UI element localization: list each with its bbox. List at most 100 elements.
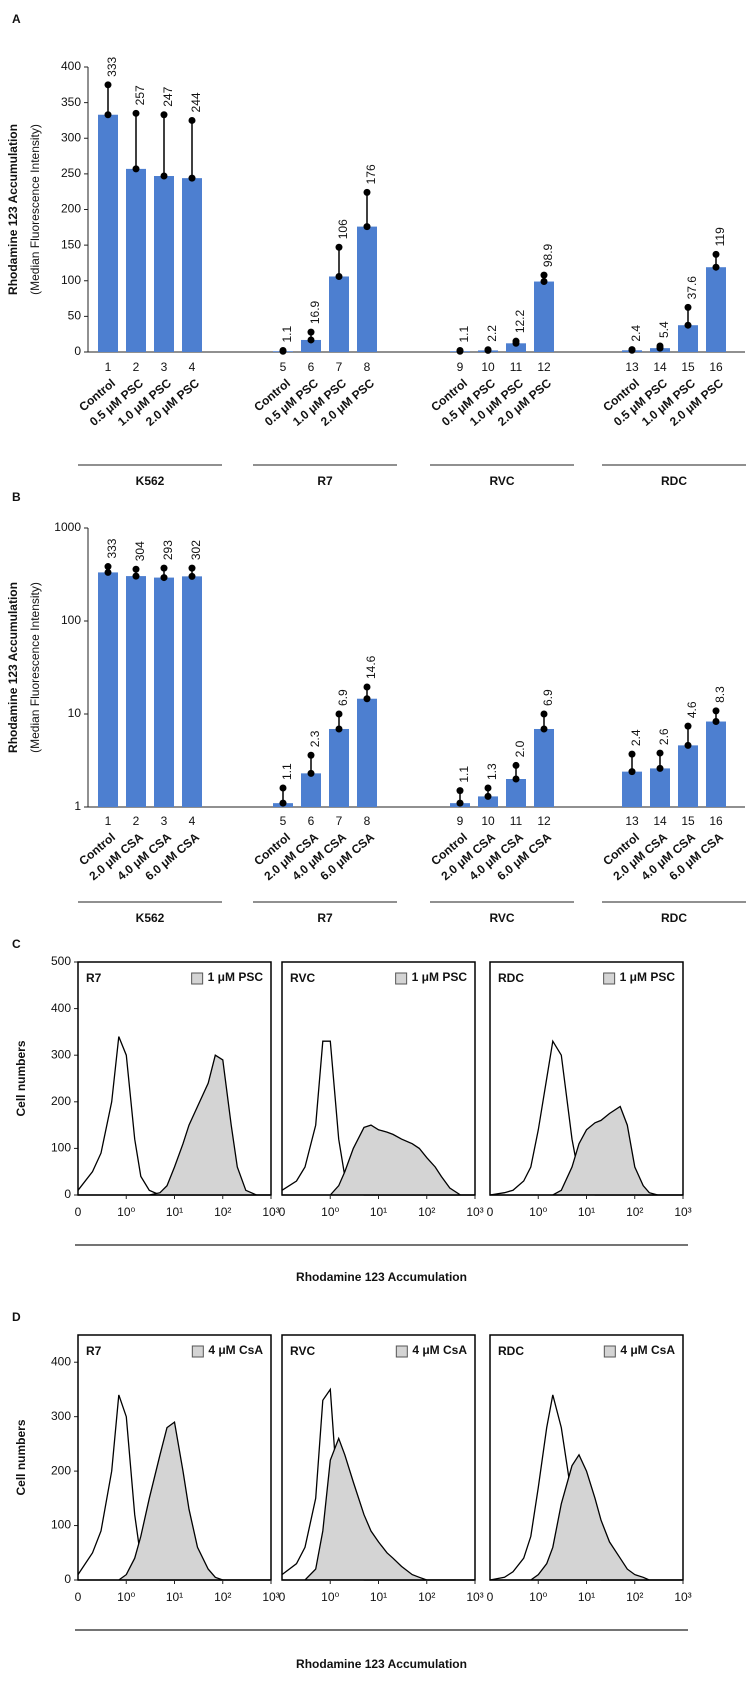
- error-dot: [104, 563, 112, 571]
- error-dot: [363, 223, 371, 231]
- x-tick-label: 10⁰: [529, 1205, 547, 1219]
- lane-number: 2: [133, 814, 140, 828]
- error-dot: [160, 172, 168, 180]
- x-tick-label: 10⁰: [321, 1205, 339, 1219]
- lane-number: 5: [280, 814, 287, 828]
- y-tick-label: 1000: [54, 520, 81, 534]
- group-label: RVC: [489, 474, 514, 488]
- bar: [98, 114, 118, 352]
- x-tick-label: 10²: [418, 1205, 435, 1219]
- bar: [154, 577, 174, 807]
- x-tick-label: 10⁰: [529, 1590, 547, 1604]
- value-label: 1.1: [280, 325, 294, 342]
- x-tick-label: 10⁰: [117, 1590, 135, 1604]
- value-label: 293: [161, 540, 175, 560]
- value-label: 176: [364, 164, 378, 184]
- lane-number: 11: [510, 360, 523, 374]
- group-label: RDC: [661, 911, 687, 925]
- lane-number: 10: [481, 814, 495, 828]
- plot-frame: [77, 961, 272, 1196]
- error-dot: [484, 784, 492, 792]
- error-dot: [456, 787, 464, 795]
- lane-number: 6: [308, 360, 315, 374]
- error-dot: [188, 116, 196, 124]
- group-label: R7: [317, 474, 333, 488]
- error-dot: [484, 346, 492, 354]
- error-dot: [104, 81, 112, 89]
- error-dot: [335, 243, 343, 251]
- legend-label: 4 μM CsA: [412, 1343, 467, 1357]
- y-tick-label: 1: [74, 799, 81, 813]
- legend-label: 1 μM PSC: [412, 970, 468, 984]
- lane-number: 8: [364, 360, 371, 374]
- value-label: 1.1: [280, 763, 294, 780]
- error-dot: [456, 347, 464, 355]
- error-dot: [540, 710, 548, 718]
- lane-number: 4: [189, 814, 196, 828]
- value-label: 247: [161, 86, 175, 106]
- group-label: K562: [136, 911, 165, 925]
- x-axis-label: Rhodamine 123 Accumulation: [296, 1270, 467, 1284]
- lane-number: 9: [457, 360, 464, 374]
- x-tick-label: 10⁰: [117, 1205, 135, 1219]
- lane-number: 9: [457, 814, 464, 828]
- x-tick-label: 10¹: [166, 1590, 183, 1604]
- error-dot: [335, 710, 343, 718]
- y-tick-label: 200: [51, 1463, 71, 1477]
- y-axis-sublabel: (Median Fluorescence Intensity): [28, 124, 42, 295]
- lane-number: 13: [625, 814, 639, 828]
- y-axis-label: Rhodamine 123 Accumulation: [6, 124, 20, 295]
- value-label: 12.2: [513, 309, 527, 333]
- legend-swatch: [395, 972, 408, 985]
- bar: [154, 176, 174, 352]
- error-dot: [160, 574, 168, 582]
- error-dot: [712, 250, 720, 258]
- group-label: RVC: [489, 911, 514, 925]
- x-tick-label: 10³: [262, 1590, 279, 1604]
- error-dot: [540, 725, 548, 733]
- error-dot: [307, 328, 315, 336]
- error-dot: [279, 347, 287, 355]
- y-axis-sublabel: (Median Fluorescence Intensity): [28, 582, 42, 753]
- histogram-filled: [490, 1453, 683, 1581]
- lane-number: 3: [161, 360, 168, 374]
- value-label: 333: [105, 56, 119, 76]
- bar: [182, 178, 202, 352]
- legend-swatch: [603, 1345, 616, 1358]
- bar: [357, 698, 377, 807]
- x-tick-label: 10²: [418, 1590, 435, 1604]
- error-dot: [279, 784, 287, 792]
- error-dot: [188, 564, 196, 572]
- y-tick-label: 0: [74, 344, 81, 358]
- bar: [329, 276, 349, 352]
- error-dot: [279, 799, 287, 807]
- panel-letter: C: [12, 937, 21, 951]
- legend-label: 1 μM PSC: [208, 970, 264, 984]
- legend-swatch: [603, 972, 616, 985]
- y-axis-label: Cell numbers: [14, 1419, 28, 1495]
- value-label: 14.6: [364, 655, 378, 679]
- y-tick-label: 400: [51, 1001, 71, 1015]
- error-dot: [456, 799, 464, 807]
- error-dot: [684, 722, 692, 730]
- x-tick-label: 10³: [466, 1590, 483, 1604]
- histogram-filled: [490, 1105, 683, 1196]
- error-dot: [712, 718, 720, 726]
- y-tick-label: 300: [61, 130, 81, 144]
- y-axis-label: Rhodamine 123 Accumulation: [6, 582, 20, 753]
- value-label: 244: [189, 92, 203, 112]
- bar: [706, 721, 726, 807]
- x-origin-label: 0: [279, 1205, 286, 1219]
- bar: [301, 339, 321, 352]
- error-dot: [363, 683, 371, 691]
- legend-swatch: [191, 972, 204, 985]
- error-dot: [132, 565, 140, 573]
- lane-number: 5: [280, 360, 287, 374]
- lane-number: 7: [336, 360, 343, 374]
- y-tick-label: 300: [51, 1047, 71, 1061]
- y-tick-label: 100: [51, 1518, 71, 1532]
- x-origin-label: 0: [75, 1590, 82, 1604]
- error-dot: [540, 278, 548, 286]
